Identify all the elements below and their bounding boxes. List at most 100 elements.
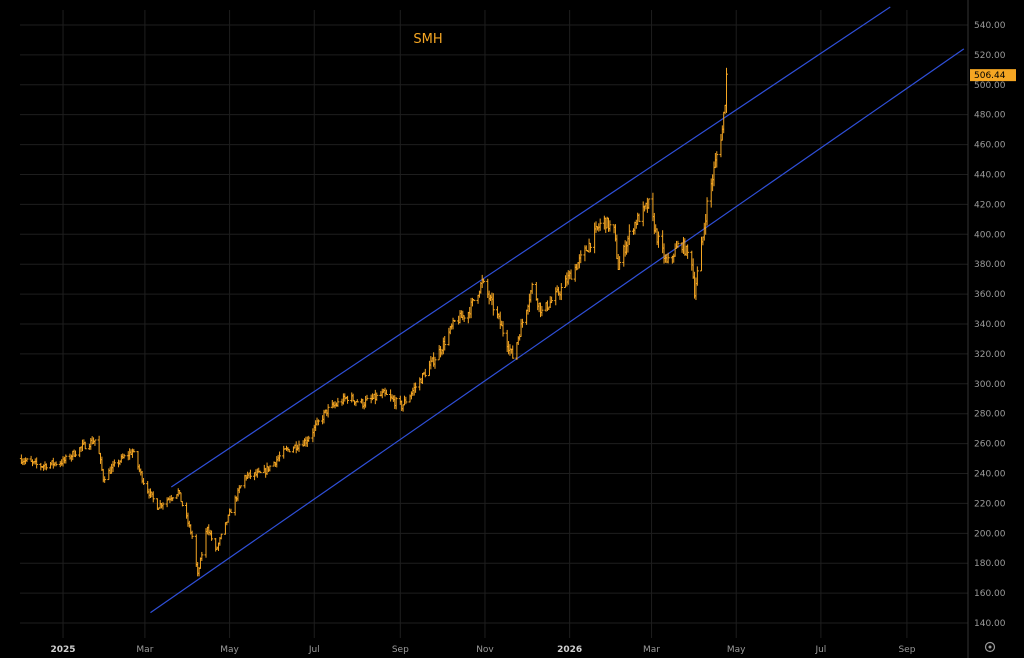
channel-line-lower bbox=[150, 48, 965, 614]
ohlc-bar bbox=[695, 266, 699, 286]
ohlc-bar bbox=[326, 404, 330, 418]
ohlc-bar bbox=[74, 450, 78, 458]
last-price-badge: 506.44 bbox=[970, 69, 1016, 82]
ohlc-bar bbox=[375, 392, 379, 401]
ohlc-bar bbox=[35, 457, 39, 469]
ohlc-bar bbox=[433, 356, 437, 369]
ohlc-bar bbox=[268, 465, 272, 472]
ohlc-bar bbox=[618, 256, 622, 270]
ohlc-bar bbox=[520, 318, 524, 328]
ohlc-bar bbox=[278, 451, 282, 462]
x-tick-label: May bbox=[727, 645, 746, 655]
y-tick-label: 280.00 bbox=[974, 410, 1006, 420]
ohlc-bar bbox=[715, 151, 719, 168]
y-tick-label: 460.00 bbox=[974, 141, 1006, 151]
ohlc-bar bbox=[423, 368, 427, 378]
y-tick-label: 140.00 bbox=[974, 619, 1006, 629]
channel-line-upper bbox=[170, 6, 891, 488]
y-tick-label: 380.00 bbox=[974, 260, 1006, 270]
ohlc-bar bbox=[676, 240, 680, 248]
x-tick-label: 2025 bbox=[50, 645, 75, 655]
ohlc-bar bbox=[559, 283, 563, 301]
x-tick-label: Jul bbox=[814, 645, 826, 655]
ohlc-bar bbox=[200, 551, 204, 561]
ohlc-bar bbox=[501, 321, 505, 337]
ohlc-bar bbox=[637, 213, 641, 222]
ohlc-bar bbox=[365, 394, 369, 401]
ohlc-bar bbox=[472, 299, 476, 302]
ohlc-bar bbox=[142, 478, 146, 485]
ohlc-bar bbox=[588, 242, 592, 253]
ohlc-bar bbox=[316, 419, 320, 426]
y-tick-label: 480.00 bbox=[974, 111, 1006, 121]
y-tick-label: 160.00 bbox=[974, 589, 1006, 599]
ohlc-bar bbox=[44, 463, 48, 471]
y-tick-label: 320.00 bbox=[974, 350, 1006, 360]
ohlc-bar bbox=[229, 508, 233, 514]
ohlc-bar bbox=[550, 296, 554, 304]
y-tick-label: 220.00 bbox=[974, 499, 1006, 509]
chart-title: SMH bbox=[413, 32, 442, 47]
ohlc-bar bbox=[132, 448, 136, 453]
ohlc-bar bbox=[287, 448, 291, 453]
ohlc-bar bbox=[384, 389, 388, 396]
ohlc-bar bbox=[491, 293, 495, 316]
ohlc-bar bbox=[579, 250, 583, 264]
ohlc-bar bbox=[452, 319, 456, 322]
y-tick-label: 260.00 bbox=[974, 440, 1006, 450]
y-tick-label: 340.00 bbox=[974, 320, 1006, 330]
ohlc-bar bbox=[151, 491, 155, 503]
ohlc-bar bbox=[482, 278, 486, 284]
ohlc-bar bbox=[569, 269, 573, 280]
x-axis: 2025 Mar May Jul Sep Nov 2026 Mar May Jul Sep bbox=[50, 645, 915, 655]
ohlc-bar bbox=[112, 459, 116, 467]
y-tick-label: 520.00 bbox=[974, 51, 1006, 61]
y-tick-label: 500.00 bbox=[974, 81, 1006, 91]
y-tick-label: 440.00 bbox=[974, 170, 1006, 180]
grid bbox=[20, 10, 968, 638]
settings-gear-icon[interactable] bbox=[984, 641, 996, 653]
ohlc-bar bbox=[161, 502, 165, 510]
y-tick-label: 400.00 bbox=[974, 230, 1006, 240]
y-tick-label: 420.00 bbox=[974, 200, 1006, 210]
ohlc-bar bbox=[656, 231, 660, 248]
ohlc-bar bbox=[530, 282, 534, 294]
x-tick-label: Jul bbox=[308, 645, 320, 655]
ohlc-bar bbox=[394, 397, 398, 410]
ohlc-bar bbox=[122, 453, 126, 459]
x-tick-label: Sep bbox=[898, 645, 915, 655]
ohlc-bar bbox=[414, 382, 418, 393]
y-tick-label: 300.00 bbox=[974, 380, 1006, 390]
ohlc-bar bbox=[297, 440, 301, 452]
x-tick-label: May bbox=[220, 645, 239, 655]
ohlc-bar bbox=[210, 530, 214, 541]
y-tick-label: 240.00 bbox=[974, 470, 1006, 480]
ohlc-bar bbox=[258, 470, 262, 474]
ohlc-bar bbox=[666, 252, 670, 264]
ohlc-bar bbox=[355, 399, 359, 403]
ohlc-bar bbox=[511, 345, 515, 359]
ohlc-bar bbox=[598, 218, 602, 231]
ohlc-bar bbox=[443, 336, 447, 351]
ohlc-bar bbox=[705, 197, 709, 226]
ohlc-bar bbox=[307, 435, 311, 442]
ohlc-bar bbox=[25, 457, 29, 463]
y-tick-label: 360.00 bbox=[974, 290, 1006, 300]
trend-channel bbox=[150, 6, 965, 614]
ohlc-bar bbox=[180, 501, 184, 507]
x-tick-label: Nov bbox=[476, 645, 494, 655]
ohlc-bar bbox=[647, 198, 651, 209]
ohlc-bar bbox=[724, 67, 728, 113]
ohlc-bar bbox=[54, 461, 58, 467]
ohlc-bar bbox=[103, 476, 107, 483]
ohlc-bar bbox=[190, 530, 194, 539]
ohlc-bar bbox=[540, 305, 544, 317]
ohlc-bar bbox=[627, 224, 631, 246]
ohlc-bar bbox=[171, 497, 175, 502]
price-bars bbox=[19, 67, 728, 577]
x-tick-label: 2026 bbox=[557, 645, 582, 655]
ohlc-bar bbox=[248, 469, 252, 480]
